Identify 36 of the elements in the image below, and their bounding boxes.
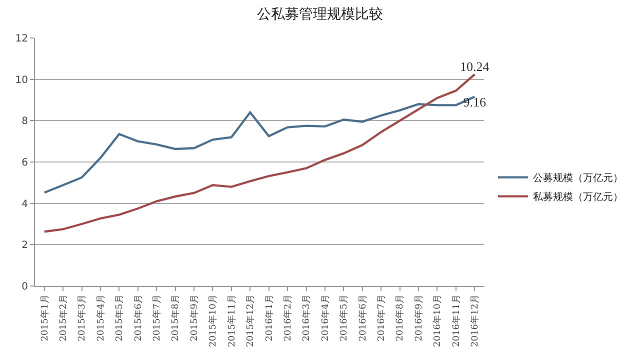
x-tick-label: 2015年12月 [245, 294, 256, 347]
chart-title: 公私募管理规模比较 [257, 6, 383, 22]
x-tick-label: 2016年9月 [413, 294, 424, 342]
legend-label: 公募规模（万亿元） [532, 172, 623, 184]
x-tick-label: 2015年2月 [58, 294, 69, 342]
y-tick-label: 12 [15, 34, 28, 44]
x-tick-label: 2015年4月 [95, 294, 106, 342]
x-tick-label: 2016年8月 [394, 294, 406, 342]
x-tick-label: 2016年7月 [376, 294, 388, 342]
x-tick-label: 2015年6月 [132, 294, 144, 342]
x-tick-label: 2015年9月 [188, 294, 200, 342]
y-tick-label: 10 [15, 74, 28, 86]
legend-label: 私募规模（万亿元） [532, 191, 623, 204]
y-tick-label: 2 [22, 240, 28, 252]
x-tick-label: 2016年6月 [357, 294, 368, 342]
x-tick-label: 2015年8月 [170, 294, 182, 342]
x-tick-label: 2015年3月 [76, 294, 88, 342]
x-tick-label: 2016年4月 [320, 294, 331, 342]
x-tick-label: 2016年12月 [470, 294, 481, 347]
x-tick-label: 2015年7月 [152, 294, 163, 342]
x-tick-label: 2016年11月 [450, 294, 462, 347]
y-tick-label: 0 [22, 282, 28, 292]
x-tick-label: 2015年5月 [114, 294, 126, 342]
data-label: 10.24 [460, 59, 490, 74]
x-tick-label: 2015年10月 [208, 294, 219, 347]
y-tick-label: 6 [22, 158, 28, 168]
x-tick-label: 2015年11月 [226, 294, 238, 347]
x-tick-label: 2015年1月 [39, 294, 50, 342]
y-tick-label: 8 [22, 116, 28, 128]
x-tick-label: 2016年1月 [264, 294, 275, 342]
y-tick-label: 4 [22, 198, 28, 210]
x-tick-label: 2016年10月 [432, 294, 444, 347]
x-tick-label: 2016年5月 [338, 294, 350, 342]
x-tick-label: 2016年3月 [301, 294, 312, 342]
data-label: 9.16 [463, 94, 487, 110]
x-tick-label: 2016年2月 [282, 294, 294, 342]
